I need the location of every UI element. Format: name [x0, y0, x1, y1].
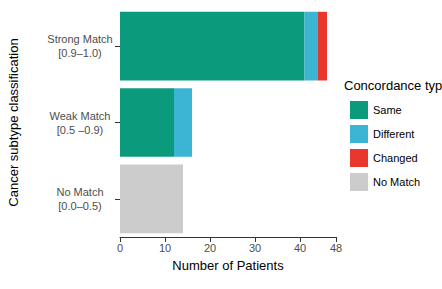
svg-text:No Match: No Match — [373, 176, 420, 188]
svg-text:30: 30 — [249, 242, 261, 254]
svg-text:48: 48 — [330, 242, 342, 254]
svg-text:[0.9–1.0): [0.9–1.0) — [58, 47, 101, 59]
svg-text:Weak Match: Weak Match — [50, 110, 111, 122]
svg-text:10: 10 — [159, 242, 171, 254]
svg-text:Same: Same — [373, 104, 402, 116]
svg-text:Changed: Changed — [373, 152, 418, 164]
svg-text:No Match: No Match — [56, 186, 103, 198]
svg-text:Number of Patients: Number of Patients — [172, 258, 284, 273]
svg-text:0: 0 — [117, 242, 123, 254]
svg-text:Cancer subtype classification: Cancer subtype classification — [6, 38, 21, 206]
svg-text:[0.0–0.5): [0.0–0.5) — [58, 200, 101, 212]
svg-text:20: 20 — [204, 242, 216, 254]
svg-text:Strong Match: Strong Match — [47, 33, 112, 45]
svg-text:Different: Different — [373, 128, 414, 140]
svg-text:40: 40 — [294, 242, 306, 254]
svg-text:Concordance type: Concordance type — [344, 78, 442, 93]
svg-text:[0.5 –0.9): [0.5 –0.9) — [57, 124, 103, 136]
